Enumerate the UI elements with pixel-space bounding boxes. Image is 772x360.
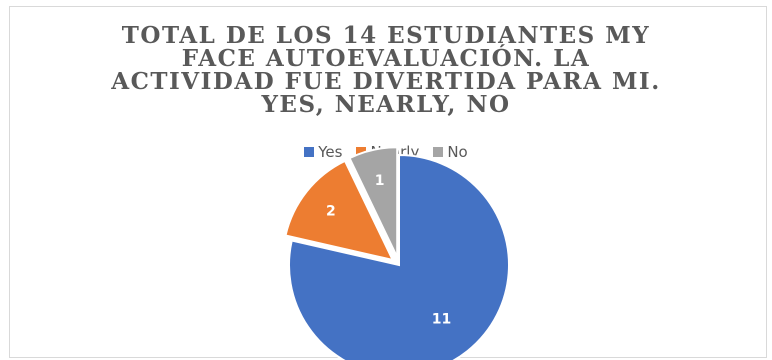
pie-slice-nearly [284,159,395,262]
legend-label-yes: Yes [318,143,343,161]
pie-slice-no [348,146,399,258]
legend-swatch-nearly [356,147,367,157]
legend-item-no: No [433,143,468,161]
chart-title-line-4: YES, NEARLY, NO [261,91,511,118]
chart-title: TOTAL DE LOS 14 ESTUDIANTES MY FACE AUTO… [0,24,772,116]
data-label-no: 1 [375,173,385,189]
chart-title-line-3: ACTIVIDAD FUE DIVERTIDA PARA MI. [111,68,661,95]
data-label-yes: 11 [432,311,451,327]
pie-slice-yes [288,153,510,360]
legend-item-yes: Yes [304,143,342,161]
data-label-nearly: 2 [326,204,336,220]
legend-swatch-no [433,147,444,157]
legend-label-no: No [447,143,468,161]
legend-swatch-yes [304,147,315,157]
chart-title-line-1: TOTAL DE LOS 14 ESTUDIANTES MY [121,22,651,49]
chart-title-line-2: FACE AUTOEVALUACIÓN. LA [181,45,591,72]
